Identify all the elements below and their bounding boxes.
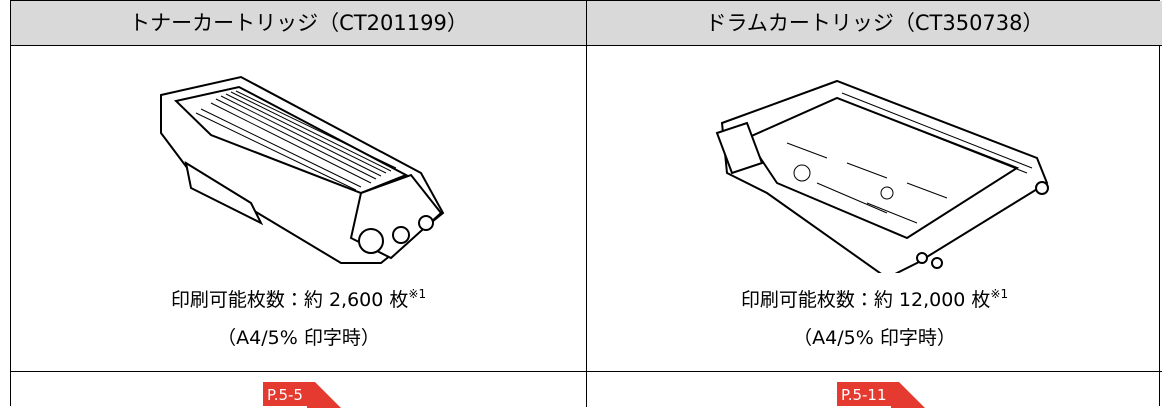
condition: （A4/5% 印字時） (217, 327, 380, 349)
column: ドラムカートリッジ（CT350738） 印刷可能枚数：約 12,000 枚※1 … (586, 1, 1162, 408)
page-link[interactable]: P.5-11 (837, 382, 925, 408)
column-header: ドラムカートリッジ（CT350738） (587, 1, 1162, 46)
condition: （A4/5% 印字時） (793, 327, 956, 349)
link-row: P.5-11 (587, 371, 1162, 408)
capacity-text: 印刷可能枚数：約 2,600 枚 (170, 289, 409, 311)
page-link-text[interactable]: P.5-5 (263, 382, 307, 406)
toner-cartridge-image (160, 75, 445, 264)
link-arrow (890, 382, 925, 408)
capacity: 印刷可能枚数：約 12,000 枚※1 (587, 285, 1162, 312)
table: トナーカートリッジ（CT201199） 印刷可能枚数：約 2,600 枚※1 （… (10, 0, 1162, 408)
capacity: 印刷可能枚数：約 2,600 枚※1 (11, 285, 586, 312)
footnote-mark: ※1 (408, 287, 427, 301)
column: トナーカートリッジ（CT201199） 印刷可能枚数：約 2,600 枚※1 （… (11, 1, 586, 408)
page-link[interactable]: P.5-5 (263, 382, 341, 408)
drum-cartridge-image (715, 79, 1049, 273)
capacity-text: 印刷可能枚数：約 12,000 枚 (740, 289, 991, 311)
column-header: トナーカートリッジ（CT201199） (11, 1, 586, 46)
footnote-mark: ※1 (990, 287, 1009, 301)
link-row: P.5-5 (11, 371, 586, 408)
link-arrow (306, 382, 341, 408)
page-link-text[interactable]: P.5-11 (837, 382, 891, 406)
